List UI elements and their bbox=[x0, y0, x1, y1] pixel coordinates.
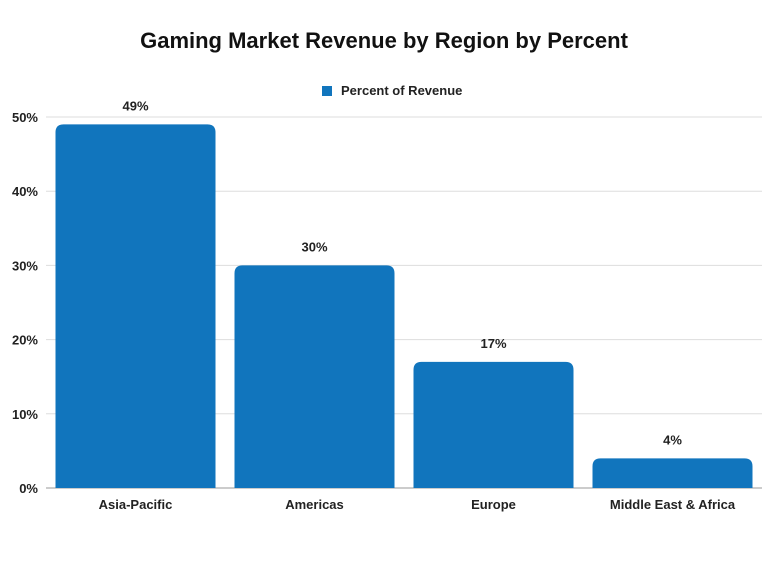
data-label: 30% bbox=[301, 239, 327, 254]
y-tick-label: 20% bbox=[12, 333, 38, 348]
data-label: 4% bbox=[663, 432, 682, 447]
y-tick-label: 10% bbox=[12, 407, 38, 422]
bar bbox=[413, 361, 574, 488]
legend: Percent of Revenue bbox=[322, 83, 462, 98]
x-tick-label: Europe bbox=[471, 497, 516, 512]
x-tick-label: Asia-Pacific bbox=[99, 497, 173, 512]
y-tick-label: 0% bbox=[19, 481, 38, 496]
chart-title: Gaming Market Revenue by Region by Perce… bbox=[140, 28, 628, 53]
y-tick-label: 50% bbox=[12, 110, 38, 125]
legend-swatch bbox=[322, 85, 332, 96]
bar bbox=[234, 265, 395, 488]
bar bbox=[55, 124, 216, 489]
y-tick-label: 40% bbox=[12, 184, 38, 199]
x-tick-label: Middle East & Africa bbox=[610, 497, 736, 512]
y-tick-label: 30% bbox=[12, 258, 38, 273]
bar bbox=[592, 458, 753, 488]
legend-label: Percent of Revenue bbox=[341, 83, 463, 98]
data-label: 49% bbox=[122, 98, 148, 113]
data-label: 17% bbox=[480, 336, 506, 351]
x-tick-label: Americas bbox=[285, 497, 344, 512]
